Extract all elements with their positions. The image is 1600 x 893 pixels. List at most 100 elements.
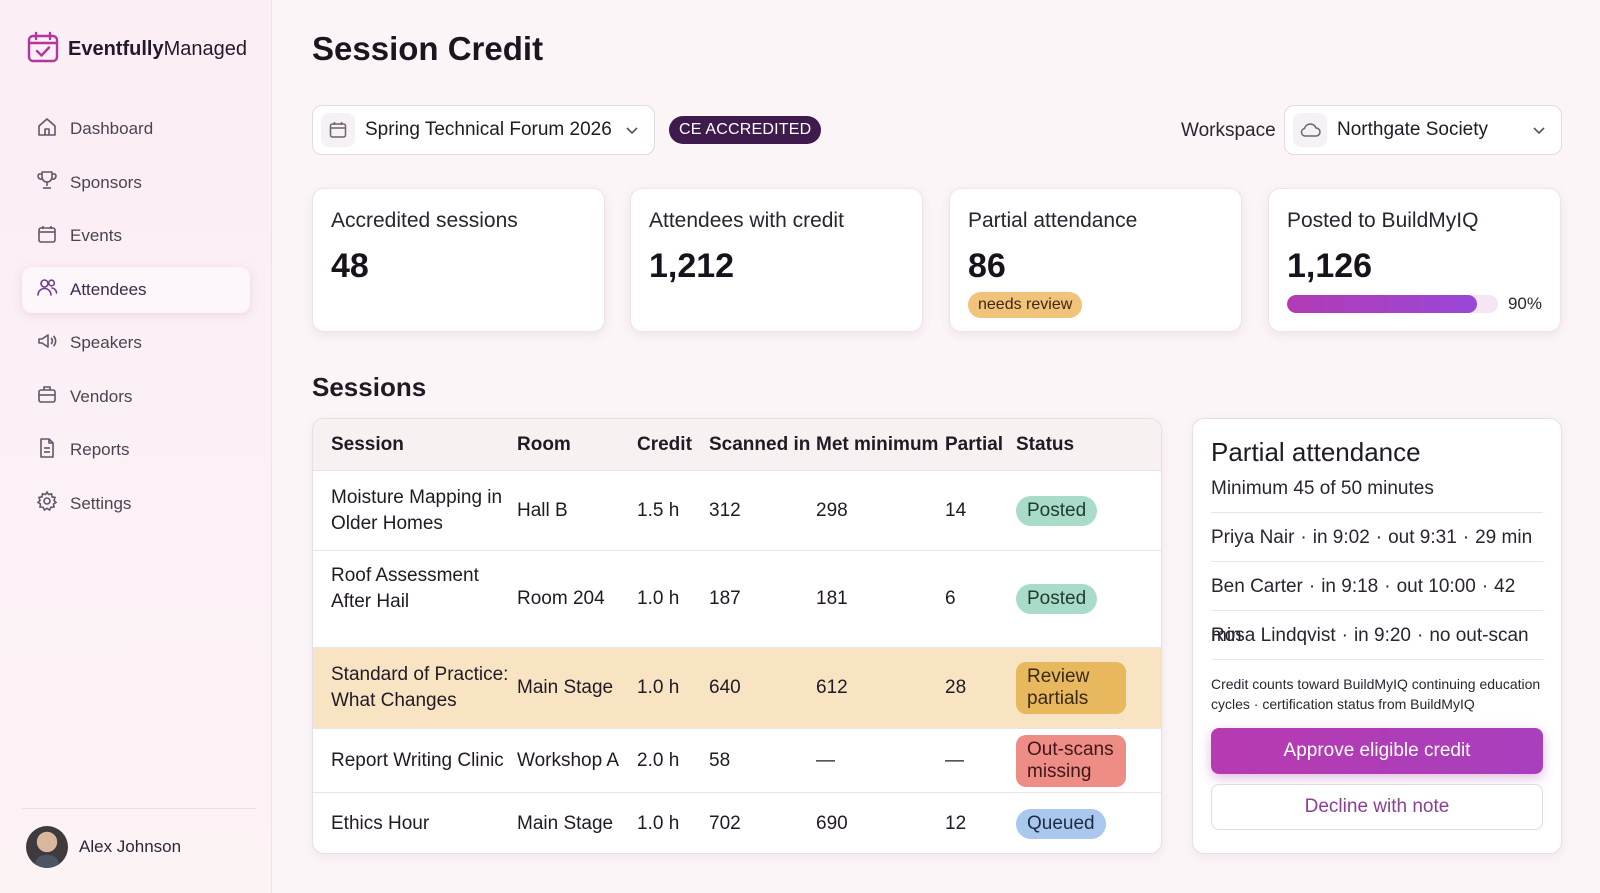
table-row[interactable]: Ethics Hour Main Stage 1.0 h 702 690 12 … xyxy=(313,793,1161,853)
session-credit: 1.0 h xyxy=(637,588,680,609)
status-badge[interactable]: Out-scans missing xyxy=(1016,734,1126,787)
sidebar-item-reports[interactable]: Reports xyxy=(22,427,250,473)
workspace-select[interactable]: Northgate Society xyxy=(1284,105,1562,155)
column-header[interactable]: Room xyxy=(517,433,571,455)
document-icon xyxy=(36,437,58,464)
ce-accredited-badge: CE ACCREDITED xyxy=(669,116,822,144)
session-partial: 12 xyxy=(945,813,967,834)
credit-note: Credit counts toward BuildMyIQ continuin… xyxy=(1211,676,1541,712)
partial-attendance-panel: Partial attendance Minimum 45 of 50 minu… xyxy=(1192,418,1562,854)
decline-with-note-button[interactable]: Decline with note xyxy=(1211,784,1543,830)
session-partial: 6 xyxy=(945,588,956,609)
sidebar-item-label: Settings xyxy=(70,493,132,513)
session-met-minimum: 690 xyxy=(816,813,848,834)
session-room: Main Stage xyxy=(517,677,614,698)
calendar-icon xyxy=(321,113,355,147)
sidebar-item-label: Attendees xyxy=(70,279,147,299)
sidebar-item-settings[interactable]: Settings xyxy=(22,481,250,527)
list-item[interactable]: Ben Carter · in 9:18 · out 10:00 · 42 min xyxy=(1211,562,1543,646)
stat-card-accredited-sessions: Accredited sessions 48 xyxy=(312,188,605,332)
stat-label: Accredited sessions xyxy=(331,209,518,232)
sessions-title: Sessions xyxy=(312,372,427,402)
session-name: Moisture Mapping in Older Homes xyxy=(331,486,503,534)
sidebar: EventfullyManaged Dashboard Sponsors Eve… xyxy=(0,0,272,893)
cloud-icon xyxy=(1293,113,1327,147)
sidebar-item-attendees[interactable]: Attendees xyxy=(22,266,250,313)
session-credit: 1.5 h xyxy=(637,499,680,521)
session-credit: 2.0 h xyxy=(637,749,680,771)
user-profile[interactable]: Alex Johnson xyxy=(26,826,181,868)
attendee-name: Rosa Lindqvist xyxy=(1211,625,1336,646)
sidebar-nav: Dashboard Sponsors Events Attendees Spea… xyxy=(22,106,250,534)
brand[interactable]: EventfullyManaged xyxy=(26,30,247,69)
calendar-icon xyxy=(36,223,58,250)
column-header[interactable]: Scanned in xyxy=(709,433,811,455)
session-scanned: 58 xyxy=(709,749,731,771)
sidebar-item-label: Speakers xyxy=(70,333,142,352)
brand-name: EventfullyManaged xyxy=(68,38,247,60)
attendee-name: Ben Carter xyxy=(1211,576,1303,597)
session-name: Ethics Hour xyxy=(331,813,430,834)
duration: 42 min xyxy=(1211,576,1516,646)
stat-card-attendees-with-credit: Attendees with credit 1,212 xyxy=(630,188,923,332)
approve-credit-button[interactable]: Approve eligible credit xyxy=(1211,728,1543,774)
table-row[interactable]: Roof Assessment After Hail Room 204 1.0 … xyxy=(313,551,1161,648)
status-badge[interactable]: Posted xyxy=(1016,495,1098,526)
session-room: Hall B xyxy=(517,499,568,521)
scan-out: out 10:00 xyxy=(1396,576,1476,597)
session-name: Roof Assessment After Hail xyxy=(331,565,479,612)
list-item[interactable]: Rosa Lindqvist · in 9:20 · no out-scan xyxy=(1211,611,1543,660)
stat-label: Attendees with credit xyxy=(649,209,844,232)
session-credit: 1.0 h xyxy=(637,813,680,834)
table-row[interactable]: Moisture Mapping in Older Homes Hall B 1… xyxy=(313,471,1161,551)
status-badge[interactable]: Queued xyxy=(1016,809,1106,839)
calendar-check-icon xyxy=(26,30,60,69)
attendee-name: Priya Nair xyxy=(1211,527,1295,548)
table-row[interactable]: Standard of Practice: What Changes Main … xyxy=(313,648,1161,729)
session-met-minimum: 612 xyxy=(816,677,848,698)
sidebar-item-sponsors[interactable]: Sponsors xyxy=(22,160,250,206)
table-row[interactable]: Report Writing Clinic Workshop A 2.0 h 5… xyxy=(313,729,1161,793)
chevron-down-icon xyxy=(1531,122,1547,143)
stat-value: 86 xyxy=(968,247,1006,285)
progress-row: 90% xyxy=(1287,294,1542,314)
stat-value: 1,212 xyxy=(649,247,735,285)
user-name: Alex Johnson xyxy=(79,837,182,856)
megaphone-icon xyxy=(36,330,58,357)
trophy-icon xyxy=(36,169,58,196)
session-credit: 1.0 h xyxy=(637,677,680,698)
session-name: Report Writing Clinic xyxy=(331,749,504,771)
table-header: Session Room Credit Scanned in Met minim… xyxy=(313,419,1161,471)
session-partial: 14 xyxy=(945,499,967,521)
status-badge[interactable]: Posted xyxy=(1016,584,1098,614)
column-header[interactable]: Session xyxy=(331,433,404,455)
sessions-table: Session Room Credit Scanned in Met minim… xyxy=(312,418,1162,854)
column-header[interactable]: Credit xyxy=(637,433,692,455)
sidebar-item-label: Dashboard xyxy=(70,119,154,138)
sidebar-item-label: Vendors xyxy=(70,386,133,406)
sidebar-item-events[interactable]: Events xyxy=(22,213,250,259)
stat-value: 1,126 xyxy=(1287,247,1373,285)
session-scanned: 702 xyxy=(709,813,741,834)
session-partial: 28 xyxy=(945,677,967,698)
column-header[interactable]: Status xyxy=(1016,433,1075,455)
sidebar-item-dashboard[interactable]: Dashboard xyxy=(22,106,250,152)
status-badge[interactable]: Review partials xyxy=(1016,662,1126,714)
scan-in: in 9:02 xyxy=(1312,527,1370,548)
sidebar-item-vendors[interactable]: Vendors xyxy=(22,374,250,420)
progress-bar xyxy=(1287,295,1498,313)
needs-review-badge[interactable]: needs review xyxy=(968,292,1083,318)
sidebar-item-speakers[interactable]: Speakers xyxy=(22,320,250,366)
progress-fill xyxy=(1287,295,1477,313)
sidebar-divider xyxy=(22,808,256,809)
column-header[interactable]: Partial xyxy=(945,433,1004,455)
column-header[interactable]: Met minimum xyxy=(816,433,939,455)
event-select[interactable]: Spring Technical Forum 2026 xyxy=(312,105,655,155)
duration: 29 min xyxy=(1475,527,1533,548)
list-item[interactable]: Priya Nair · in 9:02 · out 9:31 · 29 min xyxy=(1211,513,1543,562)
gear-icon xyxy=(36,490,58,517)
scan-out: out 9:31 xyxy=(1388,527,1457,548)
stat-card-posted-to-buildmyiq: Posted to BuildMyIQ 1,126 90% xyxy=(1268,188,1561,332)
stat-label: Partial attendance xyxy=(968,209,1138,232)
scan-in: in 9:18 xyxy=(1321,576,1379,597)
